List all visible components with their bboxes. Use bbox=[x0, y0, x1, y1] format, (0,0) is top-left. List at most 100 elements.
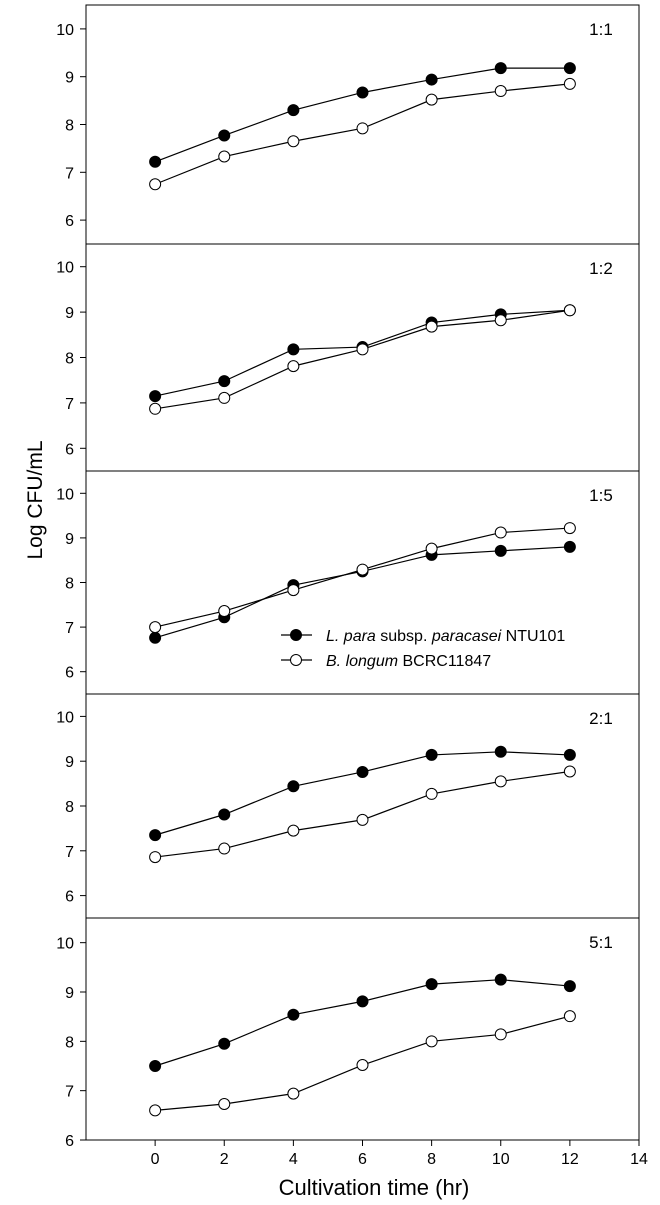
data-point-series-2 bbox=[494, 526, 507, 539]
data-point-series-2 bbox=[563, 522, 576, 535]
data-point-series-1 bbox=[218, 129, 231, 142]
data-point-series-2 bbox=[218, 391, 231, 404]
data-point-series-1 bbox=[149, 829, 162, 842]
legend-entry-2: B. longum BCRC11847 bbox=[326, 653, 491, 670]
legend-marker bbox=[290, 629, 302, 641]
data-point-series-1 bbox=[149, 1060, 162, 1072]
y-tick-label: 8 bbox=[65, 118, 74, 135]
data-point-series-2 bbox=[425, 320, 438, 333]
data-point-series-1 bbox=[356, 765, 369, 778]
legend-text-part: NTU101 bbox=[501, 628, 565, 645]
legend-text-part: paracasei bbox=[431, 628, 502, 645]
y-tick-label: 10 bbox=[56, 486, 74, 503]
legend-text-part: BCRC11847 bbox=[398, 653, 491, 670]
y-tick-label: 7 bbox=[65, 844, 74, 861]
panel-1-1: 6 7 8 9 10 1:1 bbox=[56, 4, 640, 245]
data-point-series-2 bbox=[356, 813, 369, 826]
y-tick-label: 7 bbox=[65, 165, 74, 182]
series-line-2 bbox=[154, 527, 570, 628]
data-point-series-1 bbox=[218, 1037, 231, 1050]
data-point-series-2 bbox=[425, 93, 438, 106]
data-point-series-2 bbox=[356, 122, 369, 135]
data-point-series-1 bbox=[149, 390, 162, 403]
data-point-series-2 bbox=[356, 1059, 369, 1072]
data-point-series-1 bbox=[563, 748, 576, 761]
data-point-series-2 bbox=[287, 135, 300, 148]
data-point-series-2 bbox=[494, 314, 507, 327]
y-tick-label: 7 bbox=[65, 1084, 74, 1101]
data-point-series-1 bbox=[563, 540, 576, 553]
data-point-series-1 bbox=[356, 995, 369, 1008]
y-tick-label: 6 bbox=[65, 889, 74, 906]
panel-label: 1:5 bbox=[589, 486, 613, 505]
data-point-series-2 bbox=[563, 77, 576, 90]
data-point-series-1 bbox=[218, 375, 231, 388]
y-tick-label: 9 bbox=[65, 70, 74, 87]
data-point-series-2 bbox=[149, 402, 162, 415]
y-tick-label: 9 bbox=[65, 305, 74, 322]
data-point-series-2 bbox=[356, 343, 369, 356]
x-tick-label: 2 bbox=[220, 1151, 229, 1168]
data-point-series-1 bbox=[425, 748, 438, 761]
data-point-series-1 bbox=[287, 1008, 300, 1021]
data-point-series-1 bbox=[287, 343, 300, 356]
legend-text-part: subsp. bbox=[376, 628, 432, 645]
x-tick-label: 8 bbox=[427, 1151, 436, 1168]
data-point-series-2 bbox=[218, 842, 231, 855]
y-tick-label: 10 bbox=[56, 709, 74, 726]
series-line-1 bbox=[154, 546, 570, 639]
y-tick-label: 6 bbox=[65, 1133, 74, 1150]
y-tick-label: 8 bbox=[65, 576, 74, 593]
legend-text-part: B. longum bbox=[326, 653, 398, 670]
data-point-series-2 bbox=[494, 1028, 507, 1041]
panel-label: 2:1 bbox=[589, 709, 613, 728]
data-point-series-2 bbox=[494, 775, 507, 788]
panel-2-1: 6 7 8 9 10 2:1 bbox=[56, 693, 640, 919]
series-line-1 bbox=[154, 979, 570, 1067]
data-point-series-2 bbox=[425, 787, 438, 800]
data-point-series-2 bbox=[287, 824, 300, 837]
data-point-series-1 bbox=[149, 631, 162, 644]
x-tick-label: 12 bbox=[561, 1151, 579, 1168]
panel-frame bbox=[85, 917, 640, 1141]
y-tick-label: 6 bbox=[65, 665, 74, 682]
panel-frame bbox=[85, 693, 640, 919]
panel-5-1: 6 7 8 9 10 0 2 4 6 8 10 12 14 5:1 bbox=[56, 917, 648, 1168]
x-tick-label: 14 bbox=[630, 1151, 648, 1168]
y-tick-label: 10 bbox=[56, 936, 74, 953]
series-line-1 bbox=[154, 67, 570, 163]
y-tick-label: 9 bbox=[65, 985, 74, 1002]
data-point-series-1 bbox=[287, 780, 300, 793]
panel-label: 1:2 bbox=[589, 259, 613, 278]
data-point-series-2 bbox=[287, 1087, 300, 1100]
data-point-series-1 bbox=[218, 808, 231, 821]
y-tick-label: 6 bbox=[65, 441, 74, 458]
data-point-series-1 bbox=[563, 62, 576, 75]
data-point-series-2 bbox=[563, 304, 576, 317]
y-tick-label: 8 bbox=[65, 1034, 74, 1051]
y-axis-label: Log CFU/mL bbox=[24, 440, 47, 559]
data-point-series-2 bbox=[494, 85, 507, 98]
data-point-series-2 bbox=[149, 178, 162, 191]
y-tick-label: 10 bbox=[56, 260, 74, 277]
data-point-series-2 bbox=[425, 542, 438, 555]
legend: L. para subsp. paracasei NTU101 B. longum… bbox=[281, 628, 565, 670]
panel-frame bbox=[85, 243, 640, 472]
y-tick-label: 7 bbox=[65, 396, 74, 413]
data-point-series-1 bbox=[494, 544, 507, 557]
data-point-series-2 bbox=[425, 1035, 438, 1048]
y-tick-label: 10 bbox=[56, 22, 74, 39]
panel-1-2: 6 7 8 9 10 1:2 bbox=[56, 243, 640, 472]
y-tick-label: 8 bbox=[65, 799, 74, 816]
data-point-series-2 bbox=[563, 765, 576, 778]
series-line-2 bbox=[155, 309, 570, 410]
x-tick-label: 10 bbox=[492, 1151, 510, 1168]
data-point-series-1 bbox=[425, 73, 438, 86]
y-tick-label: 9 bbox=[65, 531, 74, 548]
data-point-series-1 bbox=[494, 62, 507, 75]
data-point-series-2 bbox=[356, 563, 369, 576]
data-point-series-2 bbox=[218, 605, 231, 618]
data-point-series-2 bbox=[149, 851, 162, 864]
data-point-series-1 bbox=[149, 155, 162, 168]
chart-panels: 6 7 8 9 10 1:1 6 7 8 9 10 1:2 6 7 8 9 10 1:5 6 7 8 9 10 2:1 6 7 8 9… bbox=[56, 4, 648, 1168]
